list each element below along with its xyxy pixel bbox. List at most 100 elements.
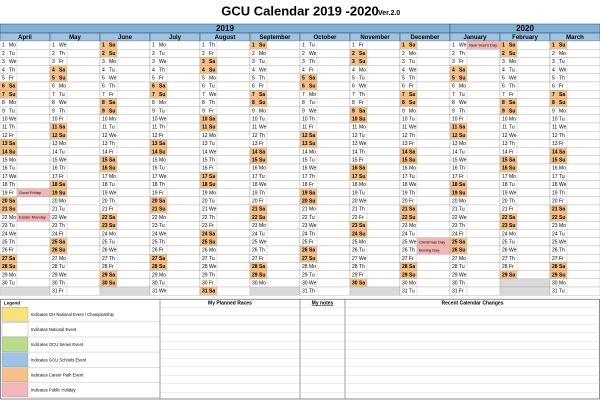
day-number: 25 xyxy=(502,240,508,246)
weekday: Su xyxy=(109,108,115,114)
day-number: 27 xyxy=(202,256,208,262)
weekday: Sa xyxy=(559,207,565,213)
day-number: 26 xyxy=(302,248,308,254)
day-number: 26 xyxy=(152,248,158,254)
day-number: 5 xyxy=(152,76,155,82)
weekday: Su xyxy=(309,84,315,90)
weekday: Th xyxy=(259,190,265,196)
day-number: 15 xyxy=(152,158,158,164)
day-number: 6 xyxy=(102,84,105,90)
day-number: 17 xyxy=(52,174,58,180)
weekday: Th xyxy=(159,67,165,73)
weekday: Su xyxy=(209,182,215,188)
day-number: 9 xyxy=(152,108,155,114)
weekday: Tu xyxy=(9,223,15,229)
weekday: Fr xyxy=(9,248,14,254)
weekday: Tu xyxy=(559,117,565,123)
weekday: Tu xyxy=(159,223,165,229)
day-number: 17 xyxy=(252,174,258,180)
weekday: Th xyxy=(559,190,565,196)
day-number: 25 xyxy=(402,240,408,246)
weekday: We xyxy=(409,67,417,73)
day-number: 24 xyxy=(402,231,408,237)
day-number: 6 xyxy=(352,84,355,90)
day-number: 28 xyxy=(552,264,558,270)
day-number: 24 xyxy=(502,231,508,237)
day-number: 13 xyxy=(102,141,108,147)
weekday: Sa xyxy=(159,141,165,147)
weekday: Fr xyxy=(359,272,364,278)
weekday: Tu xyxy=(9,51,15,57)
weekday: We xyxy=(359,256,367,262)
day-number: 25 xyxy=(102,240,108,246)
weekday: Sa xyxy=(109,272,115,278)
weekday: Mo xyxy=(409,108,416,114)
day-number: 11 xyxy=(202,125,208,131)
day-number: 14 xyxy=(352,149,358,155)
day-number: 12 xyxy=(202,133,208,139)
day-number: 7 xyxy=(152,92,155,98)
weekday: Tu xyxy=(359,76,365,82)
weekday: Tu xyxy=(259,174,265,180)
day-number: 8 xyxy=(452,100,455,106)
day-number: 10 xyxy=(302,117,308,123)
weekday: Sa xyxy=(559,92,565,98)
day-number: 7 xyxy=(452,92,455,98)
day-number: 3 xyxy=(552,59,555,65)
day-number: 29 xyxy=(402,272,408,278)
day-number: 4 xyxy=(102,67,105,73)
day-number: 20 xyxy=(102,199,108,205)
day-number: 18 xyxy=(552,182,558,188)
day-cell-date xyxy=(299,286,318,296)
day-number: 24 xyxy=(302,231,308,237)
day-number: 20 xyxy=(152,199,158,205)
weekday: Su xyxy=(509,51,515,57)
weekday: Fr xyxy=(159,133,164,139)
day-number: 19 xyxy=(152,190,158,196)
weekday: Mo xyxy=(109,174,116,180)
day-number: 22 xyxy=(352,215,358,221)
weekday: Sa xyxy=(509,100,515,106)
day-number: 13 xyxy=(52,141,58,147)
day-number: 14 xyxy=(52,149,58,155)
day-number: 29 xyxy=(352,272,358,278)
day-number: 27 xyxy=(102,256,108,262)
weekday: Sa xyxy=(359,166,365,172)
weekday: Fr xyxy=(359,215,364,221)
day-number: 6 xyxy=(252,84,255,90)
day-number: 15 xyxy=(402,158,408,164)
weekday: Fr xyxy=(409,199,414,205)
weekday: Su xyxy=(59,133,65,139)
day-number: 6 xyxy=(502,84,505,90)
weekday: Th xyxy=(509,141,515,147)
day-number: 23 xyxy=(202,223,208,229)
day-number: 1 xyxy=(52,43,55,49)
day-number: 9 xyxy=(552,108,555,114)
day-number: 30 xyxy=(302,281,308,287)
weekday: We xyxy=(209,264,217,270)
day-number: 8 xyxy=(252,100,255,106)
day-number: 9 xyxy=(252,108,255,114)
event-text: Easter Monday xyxy=(19,215,46,220)
day-number: 27 xyxy=(252,256,258,262)
day-number: 17 xyxy=(352,174,358,180)
weekday: Th xyxy=(259,133,265,139)
weekday: Fr xyxy=(59,231,64,237)
day-number: 26 xyxy=(202,248,208,254)
day-number: 11 xyxy=(252,125,257,131)
weekday: Th xyxy=(309,174,315,180)
weekday: Th xyxy=(259,76,265,82)
day-number: 10 xyxy=(252,117,258,123)
legend-text: Indicates Career Path Event xyxy=(31,372,84,377)
weekday: Tu xyxy=(409,174,415,180)
weekday: Su xyxy=(509,108,515,114)
weekday: Tu xyxy=(259,117,265,123)
weekday: Mo xyxy=(359,125,366,131)
day-number: 26 xyxy=(402,248,408,254)
weekday: Sa xyxy=(559,264,565,270)
weekday: Fr xyxy=(459,231,464,237)
day-number: 14 xyxy=(102,149,108,155)
day-number: 19 xyxy=(302,190,308,196)
weekday: We xyxy=(159,117,167,123)
day-number: 31 xyxy=(402,289,408,295)
